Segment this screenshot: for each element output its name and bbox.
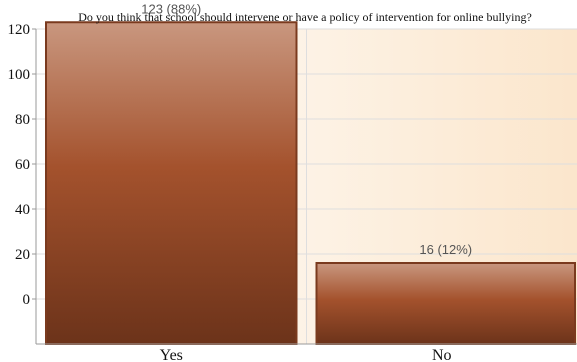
chart-title: Do you think that school should interven…	[78, 10, 532, 24]
x-tick-label: Yes	[160, 347, 183, 362]
y-tick-label: 0	[23, 292, 31, 308]
data-labels: 123 (88%) 16 (12%)	[141, 1, 472, 257]
y-tick-label: 120	[8, 22, 31, 38]
data-label: 123 (88%)	[141, 1, 201, 16]
bars	[45, 21, 576, 345]
y-tick-label: 60	[15, 157, 30, 173]
bar-no	[315, 262, 576, 345]
x-tick-label: No	[432, 347, 452, 362]
y-axis-ticks: 0 20 40 60 80 100 120	[8, 22, 36, 308]
y-tick-label: 80	[15, 112, 30, 128]
y-tick-label: 100	[8, 67, 31, 83]
bar-yes	[45, 21, 298, 345]
x-axis-categories: Yes No	[160, 347, 452, 362]
data-label: 16 (12%)	[419, 242, 472, 257]
y-tick-label: 40	[15, 202, 30, 218]
y-tick-label: 20	[15, 247, 30, 263]
